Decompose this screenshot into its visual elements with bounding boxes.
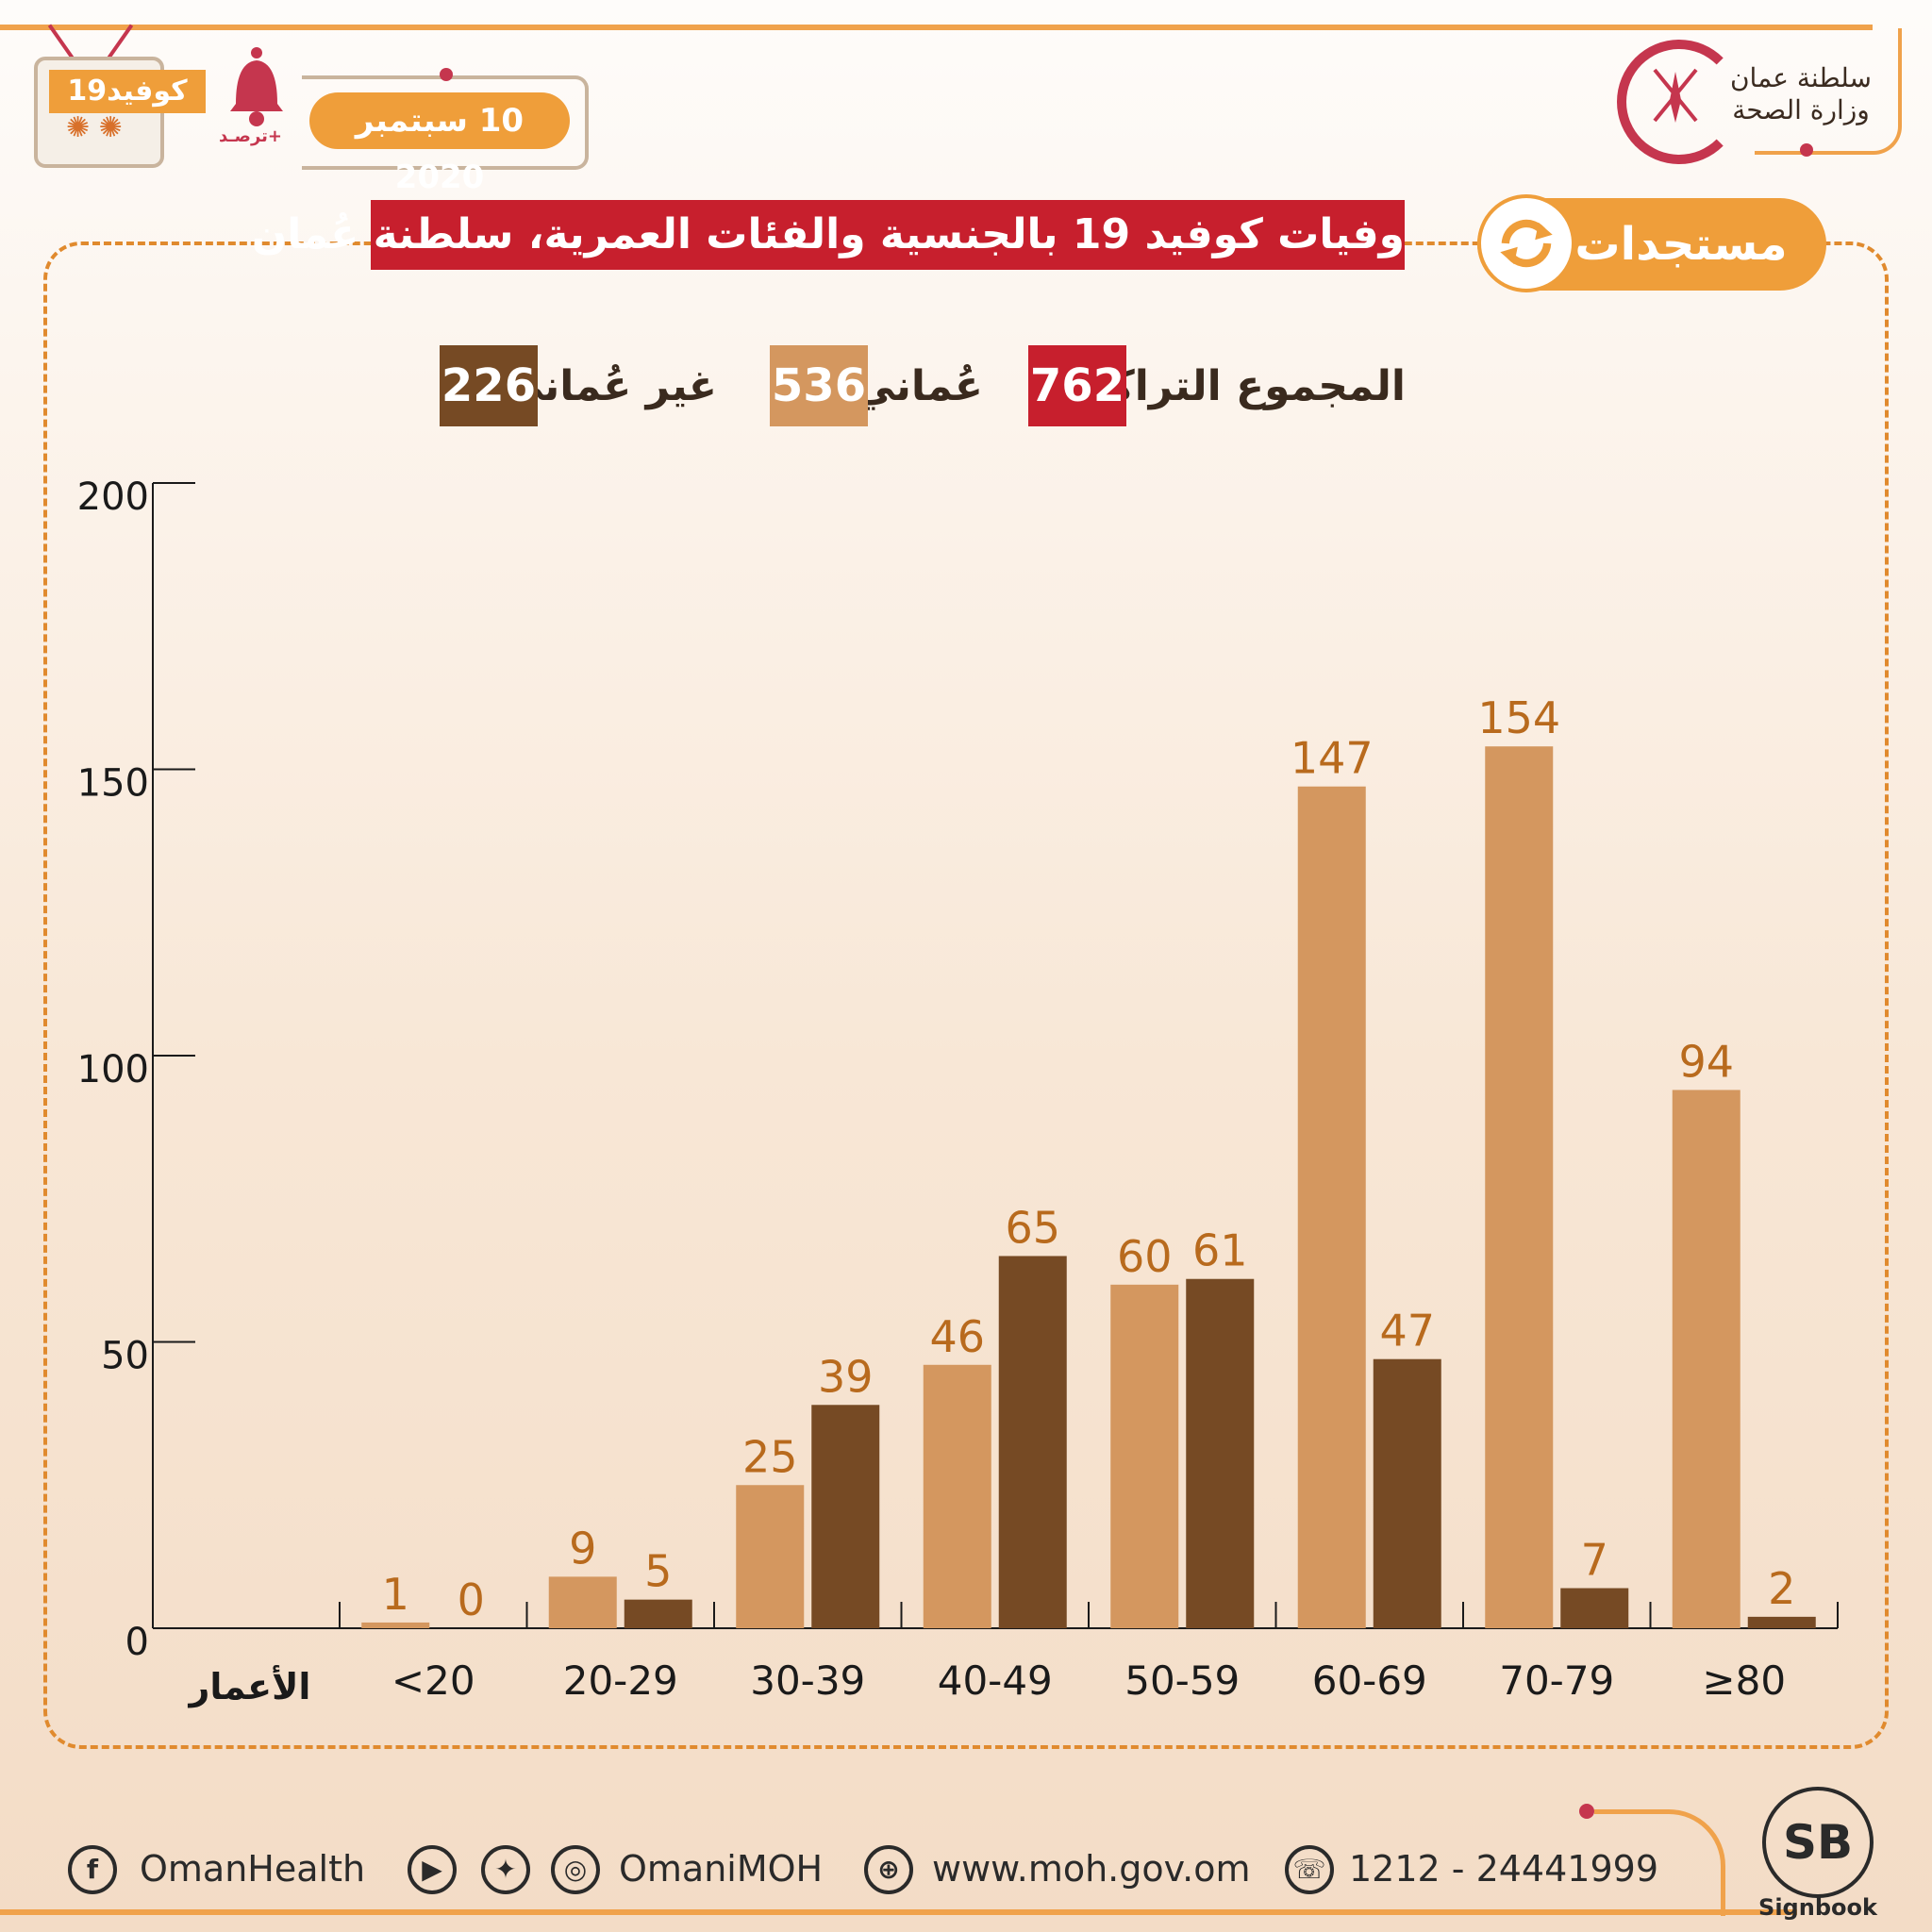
bar bbox=[1186, 1278, 1255, 1628]
bell-icon bbox=[230, 47, 283, 126]
footer-accent-line bbox=[1594, 1809, 1725, 1916]
bar bbox=[1297, 786, 1366, 1628]
tarassud-label: ترصـد+ bbox=[219, 126, 282, 146]
signbook-label: Signbook bbox=[1758, 1894, 1877, 1921]
instagram-icon[interactable]: ◎ bbox=[551, 1845, 600, 1894]
facebook-icon[interactable]: f bbox=[68, 1845, 117, 1894]
data-label: 60 bbox=[1117, 1231, 1173, 1282]
bar bbox=[1672, 1090, 1740, 1628]
crescent-icon bbox=[1617, 40, 1741, 164]
bar bbox=[1110, 1284, 1179, 1628]
x-tick-label: ≥80 bbox=[1702, 1657, 1786, 1704]
x-tick-label: 20-29 bbox=[563, 1657, 678, 1704]
phone-icon[interactable]: ☏ bbox=[1285, 1845, 1334, 1894]
ministry-line1: سلطنة عمان bbox=[1729, 62, 1873, 93]
social-handle[interactable]: OmaniMOH bbox=[619, 1848, 824, 1890]
bar bbox=[361, 1622, 430, 1628]
bar bbox=[624, 1599, 692, 1628]
y-tick-label: 150 bbox=[77, 762, 149, 806]
twitter-icon[interactable]: ✦ bbox=[481, 1845, 530, 1894]
data-label: 46 bbox=[929, 1311, 985, 1362]
date-dot bbox=[440, 68, 453, 81]
ministry-name: سلطنة عمان وزارة الصحة bbox=[1717, 62, 1885, 126]
x-axis-label: الأعمار bbox=[189, 1666, 311, 1707]
x-tick-label: 50-59 bbox=[1124, 1657, 1240, 1704]
bar bbox=[548, 1576, 617, 1628]
bar bbox=[1485, 746, 1554, 1628]
data-label: 154 bbox=[1477, 692, 1560, 743]
y-tick-label: 50 bbox=[101, 1335, 149, 1378]
bar bbox=[1747, 1616, 1816, 1628]
youtube-icon[interactable]: ▶ bbox=[408, 1845, 457, 1894]
covid-label: كوفيد19 bbox=[49, 70, 206, 113]
chart-title: وفيات كوفيد 19 بالجنسية والفئات العمرية،… bbox=[252, 200, 1405, 270]
signbook-logo: SB bbox=[1762, 1787, 1874, 1898]
data-label: 0 bbox=[458, 1574, 485, 1625]
data-label: 5 bbox=[644, 1546, 672, 1597]
x-tick-label: 40-49 bbox=[938, 1657, 1053, 1704]
bar bbox=[1560, 1588, 1629, 1628]
x-tick-label: 60-69 bbox=[1312, 1657, 1427, 1704]
refresh-icon bbox=[1477, 194, 1575, 292]
chart-labels: <20 1 0 20-29 9 5 30-39 25 39 40-49 46 65 50-59 60 61 6… bbox=[382, 692, 1796, 1704]
logo-accent-dot bbox=[1800, 143, 1813, 157]
oman-emblem-icon bbox=[1653, 68, 1698, 123]
x-tick-label: 30-39 bbox=[750, 1657, 865, 1704]
legend-omani-label: عُماني bbox=[853, 362, 983, 410]
legend-total-value: 762 bbox=[1028, 345, 1126, 426]
footer-accent-dot bbox=[1579, 1804, 1594, 1819]
virus-icon: ✺ ✺ bbox=[66, 111, 123, 144]
data-label: 147 bbox=[1291, 733, 1374, 784]
x-tick-label: <20 bbox=[391, 1657, 475, 1704]
bar bbox=[811, 1405, 880, 1628]
legend-omani-value: 536 bbox=[770, 345, 868, 426]
data-label: 9 bbox=[569, 1523, 596, 1574]
data-label: 61 bbox=[1192, 1225, 1248, 1276]
data-label: 47 bbox=[1379, 1306, 1435, 1357]
bar bbox=[736, 1485, 805, 1628]
y-tick-label: 0 bbox=[125, 1621, 149, 1664]
data-label: 65 bbox=[1005, 1202, 1060, 1253]
website-link[interactable]: www.moh.gov.om bbox=[932, 1848, 1251, 1890]
data-label: 25 bbox=[742, 1431, 798, 1482]
data-label: 39 bbox=[818, 1351, 874, 1402]
updates-label: مستجدات bbox=[1574, 218, 1788, 271]
chart-bars bbox=[361, 746, 1816, 1628]
data-label: 94 bbox=[1678, 1036, 1734, 1087]
bottom-accent-line bbox=[0, 1909, 1797, 1915]
legend-non-omani-label: غير عُماني bbox=[502, 362, 717, 410]
y-tick-label: 100 bbox=[77, 1048, 149, 1091]
bar bbox=[923, 1364, 991, 1628]
logo-accent-line bbox=[1755, 28, 1902, 155]
legend-non-omani-value: 226 bbox=[440, 345, 538, 426]
x-tick-label: 70-79 bbox=[1499, 1657, 1614, 1704]
top-accent-line bbox=[0, 25, 1873, 30]
data-label: 7 bbox=[1581, 1535, 1608, 1586]
web-icon[interactable]: ⊕ bbox=[864, 1845, 913, 1894]
ministry-line2: وزارة الصحة bbox=[1732, 94, 1870, 125]
facebook-handle[interactable]: OmanHealth bbox=[140, 1848, 366, 1890]
bar bbox=[998, 1256, 1067, 1628]
date-badge: 10 سبتمبر 2020 bbox=[309, 92, 570, 196]
data-label: 1 bbox=[382, 1569, 409, 1620]
bar bbox=[1373, 1358, 1441, 1628]
y-tick-label: 200 bbox=[77, 475, 149, 519]
data-label: 2 bbox=[1768, 1563, 1795, 1614]
